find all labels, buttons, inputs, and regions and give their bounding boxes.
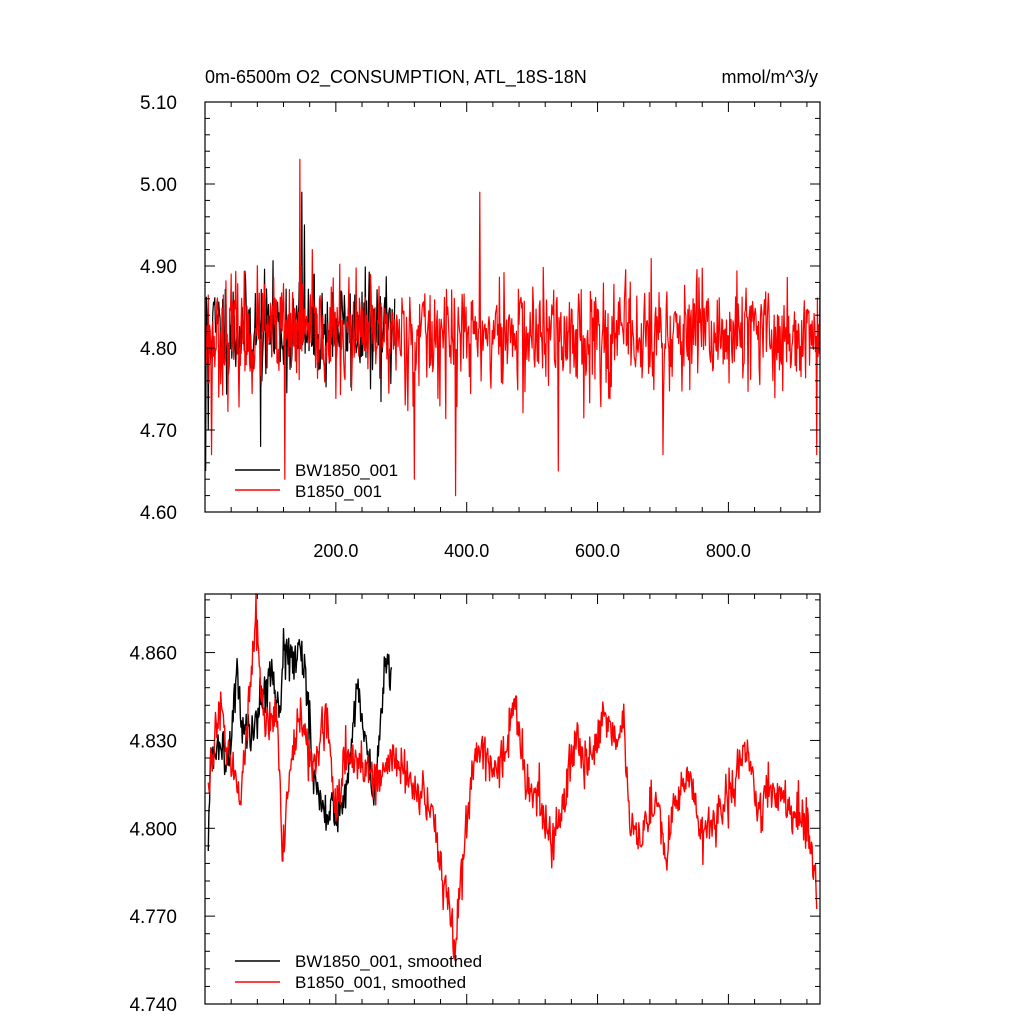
x-tick-label: 800.0 (706, 541, 751, 561)
y-tick-label: 4.60 (140, 503, 177, 524)
y-tick-label: 4.830 (129, 731, 177, 752)
y-tick-label: 4.70 (140, 421, 177, 442)
y-tick-label: 4.770 (129, 907, 177, 928)
legend-label-b1850: B1850_001 (295, 482, 382, 501)
bottom-ticks-group: 4.740 4.770 4.800 4.830 4.860 (129, 594, 820, 1016)
bottom-series-group (207, 593, 818, 961)
bottom-plot-frame (204, 593, 821, 1005)
x-tick-label: 600.0 (575, 541, 620, 561)
y-tick-label: 4.800 (129, 819, 177, 840)
legend-label-bw1850-smoothed: BW1850_001, smoothed (295, 952, 482, 971)
bottom-panel: 4.740 4.770 4.800 4.830 4.860 BW1850_001, sm… (129, 593, 821, 1016)
bottom-legend: BW1850_001, smoothed B1850_001, smoothed (235, 952, 482, 992)
y-tick-label: 4.80 (140, 339, 177, 360)
y-tick-label: 5.10 (140, 93, 177, 114)
top-panel: 0m-6500m O2_CONSUMPTION, ATL_18S-18N mmo… (140, 67, 821, 561)
legend-label-b1850-smoothed: B1850_001, smoothed (295, 973, 466, 992)
series-line-0-1 (205, 158, 821, 497)
series-line-1-0 (207, 628, 393, 852)
chart-units: mmol/m^3/y (722, 67, 818, 87)
top-plot-frame (204, 101, 821, 513)
top-legend: BW1850_001 B1850_001 (235, 461, 398, 501)
top-series-group (205, 158, 821, 497)
top-ticks-group: 200.0 400.0 600.0 800.0 4.60 4.70 4.80 4.90 5.00… (140, 93, 820, 561)
series-line-1-1 (207, 593, 818, 961)
y-tick-label: 4.860 (129, 644, 177, 665)
y-tick-label: 4.90 (140, 257, 177, 278)
y-tick-label: 5.00 (140, 175, 177, 196)
chart-title: 0m-6500m O2_CONSUMPTION, ATL_18S-18N (205, 67, 587, 88)
legend-label-bw1850: BW1850_001 (295, 461, 398, 480)
y-tick-label: 4.740 (129, 995, 177, 1016)
x-tick-label: 200.0 (313, 541, 358, 561)
x-tick-label: 400.0 (444, 541, 489, 561)
